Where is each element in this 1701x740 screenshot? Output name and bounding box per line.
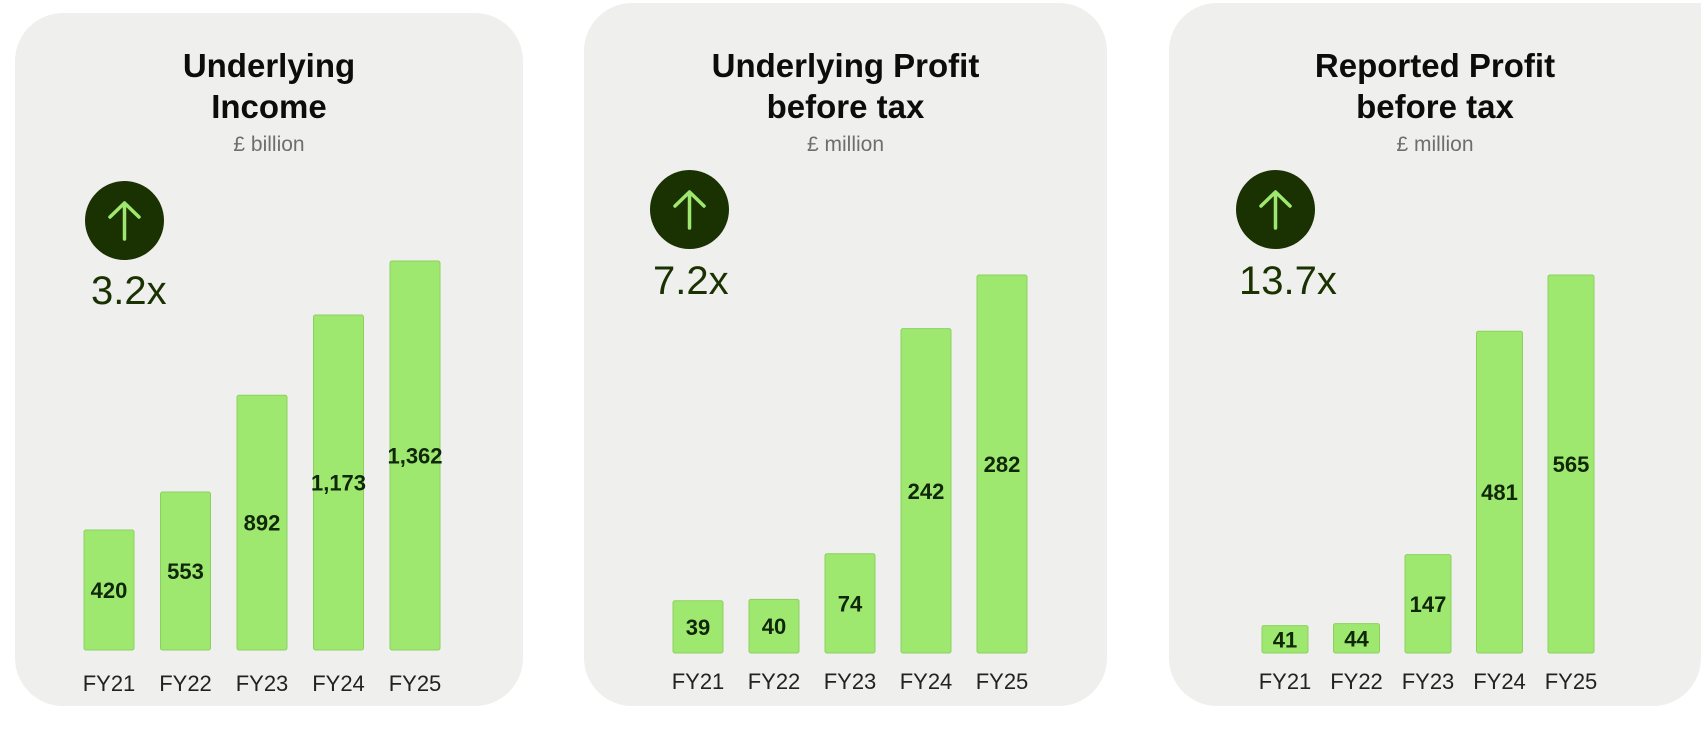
bar-value-label: 147 xyxy=(1410,592,1447,617)
chart-title: Reported Profit before tax xyxy=(1314,47,1556,125)
bar-fy22 xyxy=(1333,623,1380,654)
x-tick-label: FY22 xyxy=(159,671,212,696)
bar-chart: 420 FY21 553 FY22 892 FY23 1,173 FY24 1,362 FY25 xyxy=(83,260,443,696)
bar-fy25 xyxy=(1547,274,1595,654)
bar-fy23 xyxy=(824,553,876,654)
chart-unit: £ billion xyxy=(233,133,305,156)
bar-fy22 xyxy=(748,598,800,654)
x-tick-label: FY22 xyxy=(1330,669,1383,694)
x-tick-label: FY23 xyxy=(236,671,289,696)
bar-value-label: 242 xyxy=(908,479,945,504)
chart-card-underlying-profit: Underlying Profit before tax £ million 7… xyxy=(584,3,1107,706)
x-tick-label: FY23 xyxy=(1402,669,1455,694)
arrow-up-icon xyxy=(85,181,164,260)
bar-value-label: 1,173 xyxy=(311,470,366,495)
bar-fy23 xyxy=(236,394,288,651)
x-tick-label: FY23 xyxy=(824,669,877,694)
growth-multiplier: 13.7x xyxy=(1239,259,1337,303)
bar-value-label: 420 xyxy=(91,578,128,603)
x-tick-label: FY24 xyxy=(900,669,953,694)
bar-fy21 xyxy=(672,600,724,654)
chart-title: Underlying Income xyxy=(182,47,356,125)
x-tick-label: FY22 xyxy=(748,669,801,694)
bar-value-label: 39 xyxy=(686,615,710,640)
bar-fy25 xyxy=(389,260,441,651)
bar-fy24 xyxy=(313,314,364,651)
x-tick-label: FY24 xyxy=(1473,669,1526,694)
bar-fy21 xyxy=(1261,625,1309,654)
growth-multiplier: 7.2x xyxy=(653,259,729,303)
bar-value-label: 40 xyxy=(762,614,786,639)
bar-fy24 xyxy=(900,328,952,654)
bar-value-label: 553 xyxy=(167,559,204,584)
chart-card-reported-profit: Reported Profit before tax £ million 13.… xyxy=(1169,3,1701,706)
bar-fy25 xyxy=(976,274,1028,654)
bar-value-label: 892 xyxy=(244,511,281,536)
bar-value-label: 74 xyxy=(838,591,863,616)
x-tick-label: FY21 xyxy=(1259,669,1312,694)
arrow-up-icon xyxy=(1236,170,1315,249)
bar-fy21 xyxy=(83,529,135,651)
bar-value-label: 41 xyxy=(1273,627,1297,652)
bar-fy22 xyxy=(160,491,211,651)
bar-fy23 xyxy=(1404,554,1452,654)
x-tick-label: FY21 xyxy=(83,671,136,696)
bar-value-label: 1,362 xyxy=(387,444,442,469)
arrow-up-icon xyxy=(650,170,729,249)
x-tick-label: FY24 xyxy=(312,671,365,696)
bar-value-label: 481 xyxy=(1481,480,1518,505)
chart-card-underlying-income: Underlying Income £ billion 3.2x 420 FY21… xyxy=(15,13,523,706)
growth-multiplier: 3.2x xyxy=(91,269,167,313)
chart-unit: £ million xyxy=(806,133,885,156)
bar-chart: 41 FY21 44 FY22 147 FY23 481 FY24 565 FY25 xyxy=(1259,274,1598,694)
x-tick-label: FY25 xyxy=(389,671,442,696)
bar-value-label: 565 xyxy=(1553,452,1590,477)
bar-chart: 39 FY21 40 FY22 74 FY23 242 FY24 282 FY25 xyxy=(672,274,1029,694)
bar-value-label: 282 xyxy=(984,452,1021,477)
bar-value-label: 44 xyxy=(1344,626,1369,651)
chart-title: Underlying Profit before tax xyxy=(711,47,980,125)
chart-unit: £ million xyxy=(1396,133,1474,156)
x-tick-label: FY21 xyxy=(672,669,725,694)
bar-fy24 xyxy=(1476,330,1523,654)
x-tick-label: FY25 xyxy=(1545,669,1598,694)
x-tick-label: FY25 xyxy=(976,669,1029,694)
